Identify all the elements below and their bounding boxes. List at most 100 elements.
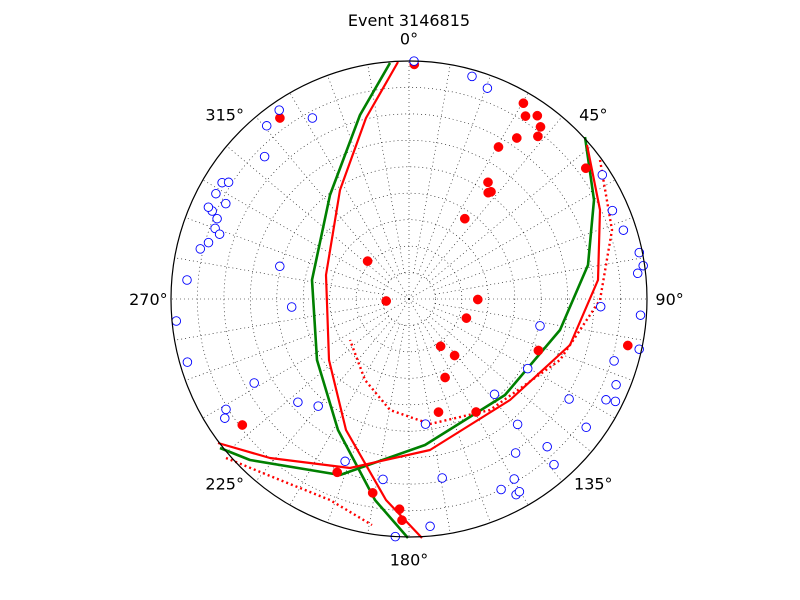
dilatational-point	[259, 151, 270, 162]
dilatational-point	[597, 170, 608, 180]
compressional-point	[435, 341, 446, 352]
compressional-point	[580, 163, 591, 174]
dilatational-point	[510, 448, 521, 458]
compressional-point	[367, 488, 378, 498]
dilatational-point	[221, 404, 231, 415]
compressional-point	[362, 256, 373, 266]
dilatational-point	[467, 71, 477, 82]
dilatational-point	[307, 113, 318, 123]
dilatational-point	[212, 213, 222, 224]
compressional-point	[381, 296, 392, 306]
grid-spoke	[327, 323, 401, 523]
grid-spoke	[327, 75, 401, 275]
grid-spoke	[185, 307, 385, 381]
compressional-point	[397, 515, 407, 526]
dilatational-point	[221, 198, 231, 209]
polarity-points	[171, 56, 648, 542]
grid-circle	[329, 219, 489, 379]
dilatational-point	[378, 474, 388, 485]
grid-spoke	[202, 179, 410, 300]
dilatational-point	[293, 397, 303, 407]
compressional-point	[237, 420, 248, 430]
dilatational-point	[607, 205, 618, 216]
dilatational-point	[595, 301, 606, 312]
dilatational-point	[496, 484, 506, 495]
dilatational-point	[203, 202, 214, 212]
dilatational-point	[489, 389, 500, 400]
grid-spoke	[408, 179, 616, 300]
dilatational-point	[632, 268, 643, 279]
dilatational-point	[275, 261, 285, 272]
grid-spoke	[429, 315, 592, 453]
compressional-point	[535, 122, 546, 132]
dotted-grid	[171, 61, 647, 537]
compressional-point	[332, 467, 343, 478]
grid-spoke	[226, 145, 389, 283]
grid-circle	[302, 192, 516, 406]
grid-spoke	[226, 315, 389, 453]
dilatational-point	[564, 394, 574, 404]
dilatational-point	[635, 310, 646, 320]
grid-spoke	[433, 307, 633, 381]
compressional-point	[511, 133, 522, 143]
dilatational-point	[274, 105, 284, 115]
compressional-point	[394, 504, 405, 515]
grid-spoke	[174, 257, 384, 295]
compressional-point	[461, 313, 472, 323]
dilatational-point	[195, 244, 206, 254]
grid-spoke	[255, 116, 393, 279]
dilatational-point	[581, 422, 591, 433]
compressional-point	[471, 407, 481, 417]
grid-spoke	[413, 64, 451, 274]
grid-circle	[250, 140, 568, 458]
chart-title: Event 3146815	[348, 11, 470, 30]
grid-circle	[223, 113, 595, 485]
grid-spoke	[413, 324, 451, 534]
dilatational-point	[286, 302, 297, 312]
azimuth-label: 270°	[129, 290, 168, 309]
grid-spoke	[367, 64, 405, 274]
nodal-plane-red-2	[217, 144, 602, 470]
dilatational-point	[182, 275, 192, 285]
nodal-plane-green-2	[219, 136, 596, 477]
grid-spoke	[425, 116, 563, 279]
azimuth-label: 225°	[205, 474, 244, 493]
dilatational-point	[249, 378, 259, 388]
dilatational-point	[522, 363, 533, 374]
nodal-plane-red-dashed-2	[225, 456, 373, 527]
grid-spoke	[429, 145, 592, 283]
dilatational-point	[514, 486, 525, 497]
grid-spoke	[434, 303, 644, 341]
dilatational-point	[512, 419, 523, 430]
grid-spoke	[417, 75, 491, 275]
dilatational-point	[482, 83, 493, 93]
dilatational-point	[549, 459, 559, 470]
compressional-point	[622, 340, 633, 351]
dilatational-point	[313, 401, 323, 411]
nodal-plane-red-1	[324, 61, 423, 539]
grid-spoke	[434, 257, 644, 295]
azimuth-label: 135°	[574, 474, 613, 493]
compressional-point	[520, 111, 531, 121]
dilatational-point	[220, 413, 230, 423]
grid-spoke	[408, 298, 529, 506]
azimuth-label: 45°	[579, 106, 607, 125]
grid-spoke	[425, 319, 563, 482]
dilatational-point	[610, 396, 621, 407]
compressional-point	[472, 294, 483, 305]
compressional-point	[433, 407, 444, 417]
stereonet-outline	[170, 60, 648, 538]
dilatational-point	[203, 237, 214, 248]
dilatational-point	[609, 356, 619, 366]
compressional-point	[533, 345, 544, 356]
azimuth-label: 0°	[400, 29, 418, 48]
nodal-planes	[217, 61, 614, 539]
dilatational-point	[618, 225, 629, 235]
compressional-point	[518, 98, 529, 109]
azimuth-label: 180°	[390, 551, 429, 570]
dilatational-point	[223, 177, 234, 188]
compressional-point	[483, 187, 494, 198]
dilatational-point	[420, 419, 431, 429]
nodal-plane-green-1	[310, 62, 409, 539]
